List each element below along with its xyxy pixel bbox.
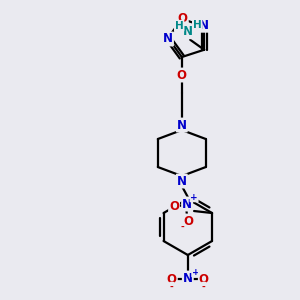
Text: O: O — [177, 68, 187, 82]
Text: O: O — [183, 214, 193, 227]
Text: +: + — [190, 193, 198, 202]
Text: N: N — [183, 25, 193, 38]
Text: H: H — [193, 20, 202, 30]
Text: N: N — [182, 197, 192, 211]
Text: -: - — [180, 223, 184, 232]
Text: O: O — [199, 272, 209, 286]
Text: N: N — [163, 32, 173, 46]
Text: H: H — [175, 21, 184, 31]
Text: N: N — [177, 175, 187, 188]
Text: N: N — [199, 19, 209, 32]
Text: N: N — [177, 118, 187, 131]
Text: -: - — [170, 283, 174, 292]
Text: O: O — [167, 272, 177, 286]
Text: +: + — [192, 268, 200, 277]
Text: N: N — [183, 272, 193, 284]
Text: -: - — [202, 283, 206, 292]
Text: O: O — [178, 13, 188, 26]
Text: O: O — [169, 200, 179, 212]
